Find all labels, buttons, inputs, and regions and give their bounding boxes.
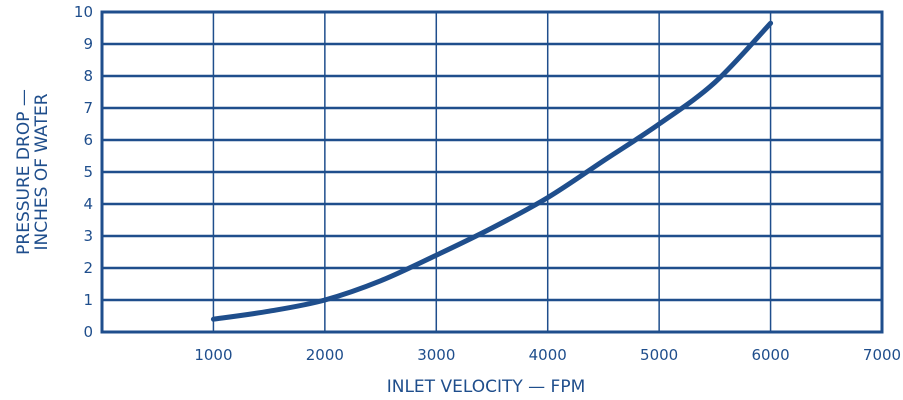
y-tick-label: 10 (74, 3, 93, 21)
y-axis-title: PRESSURE DROP — INCHES OF WATER (14, 89, 52, 255)
x-tick-label: 6000 (751, 346, 789, 364)
y-tick-label: 1 (83, 291, 93, 309)
x-tick-label: 7000 (863, 346, 901, 364)
grid (102, 12, 882, 332)
y-axis-title-line-1: PRESSURE DROP — (14, 89, 34, 255)
x-tick-label: 5000 (640, 346, 678, 364)
y-tick-label: 0 (83, 323, 93, 341)
y-tick-label: 6 (83, 131, 93, 149)
y-tick-label: 4 (83, 195, 93, 213)
y-tick-labels: 0 1 2 3 4 5 6 7 8 9 10 (74, 3, 93, 341)
y-tick-label: 8 (83, 67, 93, 85)
x-tick-label: 1000 (194, 346, 232, 364)
x-tick-label: 4000 (529, 346, 567, 364)
y-tick-label: 7 (83, 99, 93, 117)
y-tick-label: 9 (83, 35, 93, 53)
x-axis-title: INLET VELOCITY — FPM (387, 377, 586, 397)
x-tick-labels: 1000 2000 3000 4000 5000 6000 7000 (194, 346, 901, 364)
y-tick-label: 3 (83, 227, 93, 245)
y-axis-title-line-2: INCHES OF WATER (32, 93, 52, 250)
y-tick-label: 5 (83, 163, 93, 181)
y-tick-label: 2 (83, 259, 93, 277)
x-tick-label: 2000 (306, 346, 344, 364)
x-tick-label: 3000 (417, 346, 455, 364)
